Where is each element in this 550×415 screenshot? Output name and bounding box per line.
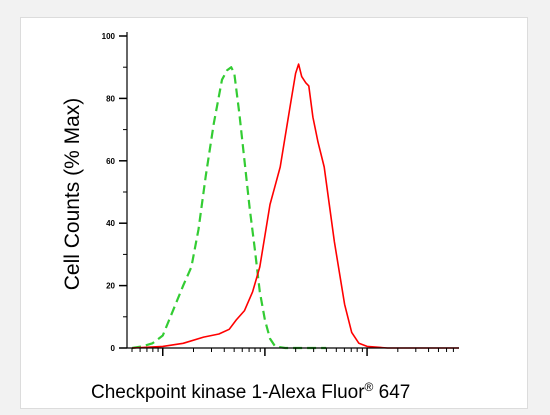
x-axis-label: Checkpoint kinase 1-Alexa Fluor® 647 bbox=[91, 380, 410, 403]
y-tick-label: 60 bbox=[106, 157, 115, 166]
y-tick-label: 20 bbox=[106, 282, 115, 291]
y-tick-label: 40 bbox=[106, 219, 115, 228]
y-tick-label: 0 bbox=[111, 344, 116, 353]
x-axis-label-main: Checkpoint kinase 1-Alexa Fluor bbox=[91, 382, 365, 403]
y-tick-label: 80 bbox=[106, 94, 115, 103]
y-axis-label: Cell Counts (% Max) bbox=[61, 98, 84, 291]
series-line-2 bbox=[132, 63, 459, 349]
y-tick-label: 100 bbox=[102, 32, 116, 41]
x-axis-label-superscript: ® bbox=[365, 380, 374, 394]
chart-panel: 0 20 40 60 80 100 Cell Counts (% Max) Checkpo… bbox=[20, 17, 528, 409]
histogram-chart: 0 20 40 60 80 100 Cell Counts (% Max) Checkpo… bbox=[61, 32, 459, 403]
series-line-1 bbox=[131, 66, 327, 350]
x-axis-label-suffix: 647 bbox=[373, 382, 410, 403]
